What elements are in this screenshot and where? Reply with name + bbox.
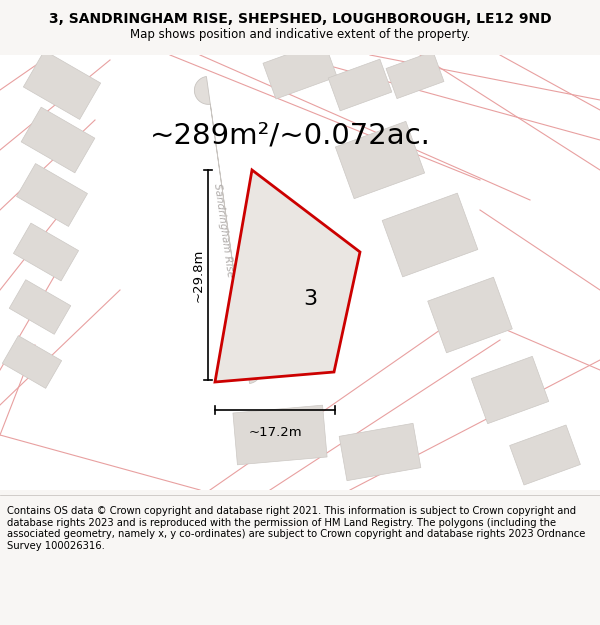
- Polygon shape: [215, 170, 360, 382]
- Text: ~289m²/~0.072ac.: ~289m²/~0.072ac.: [149, 121, 430, 149]
- Text: Contains OS data © Crown copyright and database right 2021. This information is : Contains OS data © Crown copyright and d…: [7, 506, 586, 551]
- Polygon shape: [0, 55, 600, 490]
- Text: ~17.2m: ~17.2m: [248, 426, 302, 439]
- Polygon shape: [386, 51, 444, 99]
- Polygon shape: [21, 107, 95, 173]
- Polygon shape: [509, 425, 580, 485]
- Polygon shape: [233, 405, 327, 465]
- Text: Sandringham Rise: Sandringham Rise: [212, 182, 236, 278]
- Polygon shape: [263, 41, 337, 99]
- Polygon shape: [9, 280, 71, 334]
- Polygon shape: [339, 423, 421, 481]
- Polygon shape: [23, 51, 101, 119]
- Polygon shape: [335, 121, 425, 199]
- Text: Map shows position and indicative extent of the property.: Map shows position and indicative extent…: [130, 28, 470, 41]
- Text: ~29.8m: ~29.8m: [192, 248, 205, 302]
- Polygon shape: [471, 356, 549, 424]
- Polygon shape: [428, 278, 512, 352]
- Polygon shape: [328, 59, 392, 111]
- Text: 3, SANDRINGHAM RISE, SHEPSHED, LOUGHBOROUGH, LE12 9ND: 3, SANDRINGHAM RISE, SHEPSHED, LOUGHBORO…: [49, 12, 551, 26]
- Text: 3: 3: [303, 289, 317, 309]
- Polygon shape: [17, 164, 88, 226]
- Polygon shape: [13, 223, 79, 281]
- Polygon shape: [194, 76, 262, 384]
- Polygon shape: [382, 193, 478, 277]
- Polygon shape: [2, 336, 62, 388]
